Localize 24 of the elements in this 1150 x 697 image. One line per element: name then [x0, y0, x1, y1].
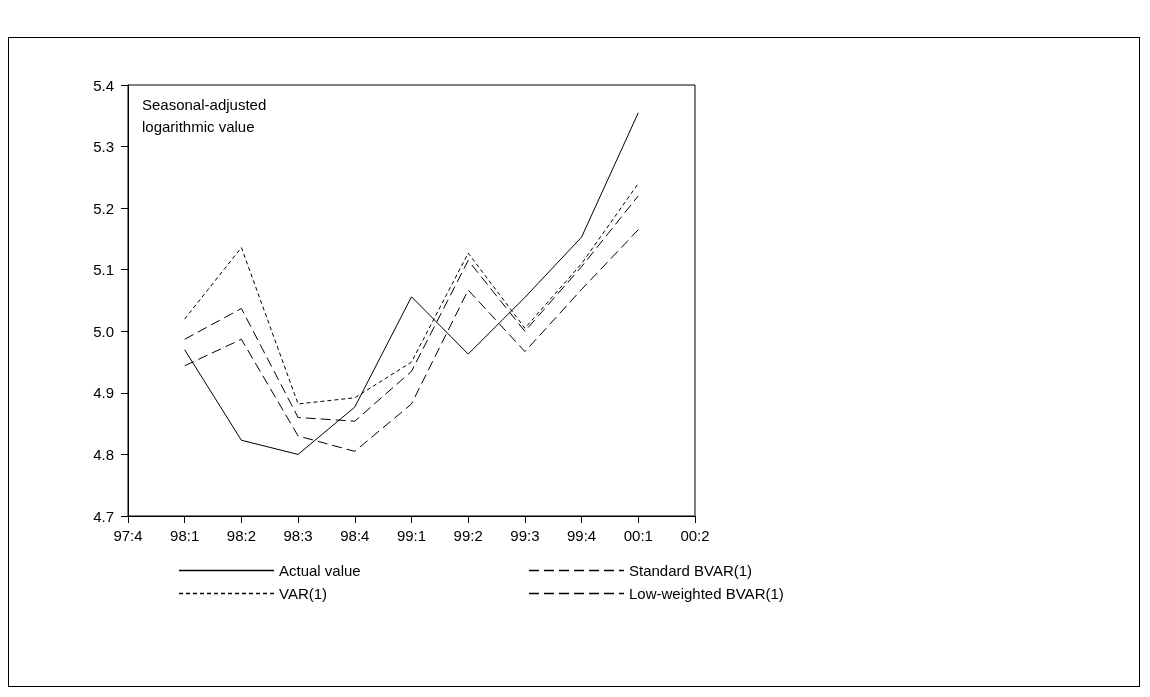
x-tick-label: 99:4 [567, 527, 597, 544]
x-tick-label: 99:2 [453, 527, 483, 544]
y-tick-label: 5.0 [93, 322, 114, 340]
y-axis-title: Seasonal-adjusted logarithmic value [142, 95, 271, 135]
x-tick-label: 99:3 [510, 527, 540, 544]
legend-label: VAR(1) [279, 585, 328, 602]
y-tick-label: 5.2 [93, 199, 114, 217]
y-tick-label: 5.1 [93, 261, 114, 279]
legend-label: Low-weighted BVAR(1) [629, 585, 784, 602]
x-tick-label: 00:1 [623, 527, 653, 544]
x-tick-label: 98:4 [340, 527, 370, 544]
x-tick-label: 00:2 [680, 527, 710, 544]
x-tick-label: 98:2 [226, 527, 256, 544]
y-tick-label: 4.8 [93, 445, 114, 463]
y-tick-label: 5.3 [93, 138, 114, 156]
x-tick-label: 97:4 [113, 527, 143, 544]
x-tick-label: 98:1 [170, 527, 200, 544]
y-tick-label: 4.7 [93, 507, 114, 525]
y-tick-label: 5.4 [93, 76, 114, 94]
x-tick-label: 98:3 [283, 527, 313, 544]
x-tick-label: 99:1 [396, 527, 427, 544]
legend-label: Standard BVAR(1) [629, 562, 753, 579]
y-tick-label: 4.9 [93, 384, 114, 402]
legend-label: Actual value [279, 562, 361, 579]
